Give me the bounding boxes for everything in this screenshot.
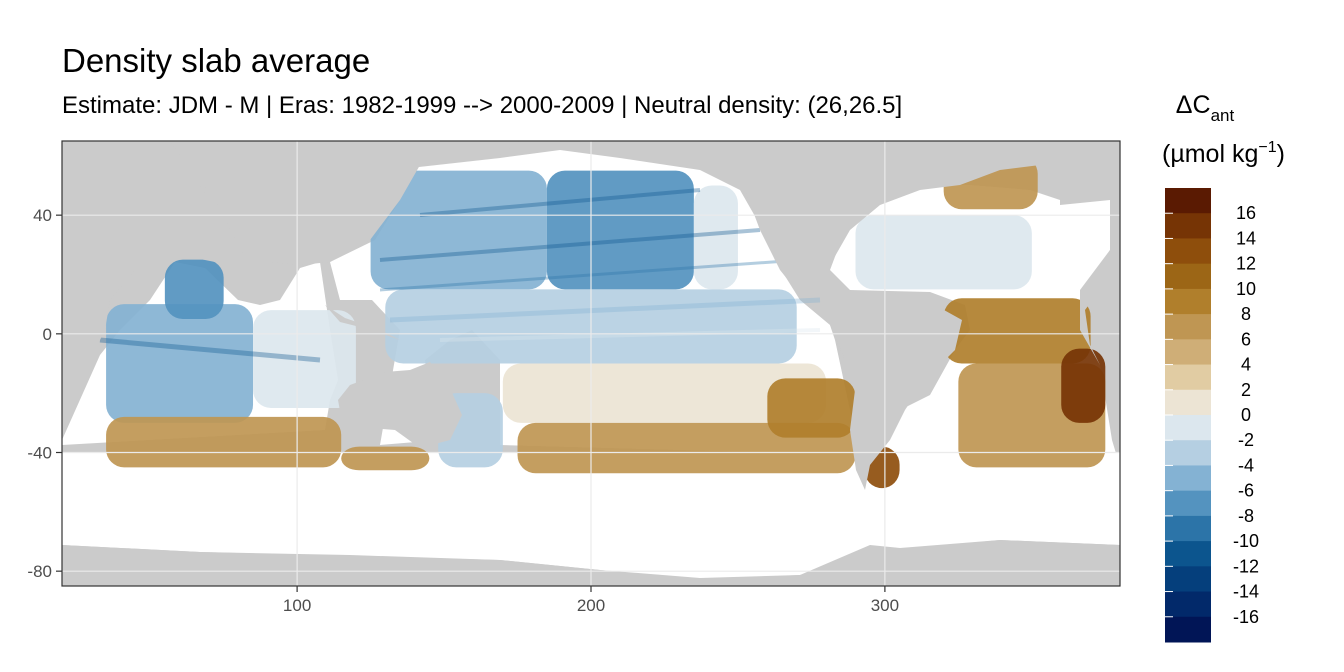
legend-swatch	[1165, 566, 1211, 593]
legend-swatch	[1165, 288, 1211, 315]
region-1	[164, 259, 224, 319]
legend-swatch	[1165, 415, 1211, 441]
legend-label: 12	[1236, 254, 1256, 274]
region-10	[502, 363, 827, 423]
legend-swatch	[1165, 389, 1211, 416]
land-europe-africa-east	[1060, 141, 1120, 365]
x-axis: 100 200 300	[283, 586, 899, 615]
legend-label: -2	[1238, 430, 1254, 450]
legend-label: 16	[1236, 203, 1256, 223]
legend-label: -12	[1233, 556, 1259, 576]
chart-subtitle: Estimate: JDM - M | Eras: 1982-1999 --> …	[62, 92, 903, 119]
region-16	[943, 298, 1091, 364]
legend-label: -10	[1233, 531, 1259, 551]
legend-label: -4	[1238, 455, 1254, 475]
legend-label: 2	[1241, 380, 1251, 400]
legend-swatch	[1165, 213, 1211, 239]
legend-swatch	[1165, 238, 1211, 265]
land-south-america	[830, 292, 962, 490]
legend-swatch	[1165, 541, 1211, 567]
land-australia	[338, 362, 462, 448]
legend-swatch	[1165, 263, 1211, 290]
region-18	[1061, 348, 1106, 423]
x-tick-label: 200	[577, 596, 605, 615]
map-panel	[61, 140, 1121, 587]
legend-swatch	[1165, 465, 1211, 492]
pacific-texture	[99, 188, 821, 363]
y-axis: 40 0 -40 -80	[27, 206, 62, 581]
legend-label: -8	[1238, 506, 1254, 526]
legend-swatch	[1165, 314, 1211, 340]
legend-swatch	[1165, 616, 1211, 643]
region-6	[370, 170, 547, 290]
legend-label: 4	[1241, 355, 1251, 375]
chart-title: Density slab average	[62, 42, 371, 79]
legend-label: 14	[1236, 228, 1256, 248]
region-2	[253, 310, 356, 408]
land-asia	[170, 141, 520, 265]
legend-label: 10	[1236, 279, 1256, 299]
legend-swatch	[1165, 515, 1211, 542]
region-0	[106, 304, 254, 423]
land-antarctica	[62, 540, 1120, 586]
legend-swatch	[1165, 188, 1211, 214]
legend-label: 6	[1241, 329, 1251, 349]
legend-unit: (µmol kg−1)	[1162, 139, 1285, 168]
legend-colorbar	[1165, 188, 1211, 643]
region-15	[855, 215, 1032, 290]
legend-label: -6	[1238, 481, 1254, 501]
region-3	[106, 416, 342, 468]
region-12	[767, 378, 856, 438]
y-tick-label: 0	[43, 325, 52, 344]
x-tick-label: 300	[871, 596, 899, 615]
region-4	[341, 446, 430, 471]
y-tick-label: -80	[27, 562, 52, 581]
region-11	[517, 422, 856, 474]
legend-label: 0	[1241, 405, 1251, 425]
legend-swatch	[1165, 339, 1211, 366]
legend-swatch	[1165, 490, 1211, 517]
legend-label: -16	[1233, 607, 1259, 627]
land-africa	[62, 141, 250, 400]
x-tick-label: 100	[283, 596, 311, 615]
legend-labels: 16 14 12 10 8 6 4 2 0 -2 -4 -6 -8 -10 -12 -14 -16	[1233, 203, 1259, 627]
legend-label: -14	[1233, 582, 1259, 602]
land-north-america	[700, 141, 1050, 295]
legend-swatch	[1165, 591, 1211, 618]
region-8	[693, 185, 738, 290]
legend-swatch	[1165, 364, 1211, 391]
land-indonesia	[325, 305, 420, 350]
legend-swatch	[1165, 440, 1211, 466]
grid	[62, 141, 1120, 586]
legend: ΔCant (µmol kg−1) 16 14 12 10 8 6 4 2 0 -2 -4 -6 -8 -…	[1162, 91, 1285, 643]
legend-title: ΔCant	[1176, 91, 1235, 125]
y-tick-label: 40	[33, 206, 52, 225]
y-tick-label: -40	[27, 444, 52, 463]
legend-label: 8	[1241, 304, 1251, 324]
region-7	[546, 170, 694, 290]
